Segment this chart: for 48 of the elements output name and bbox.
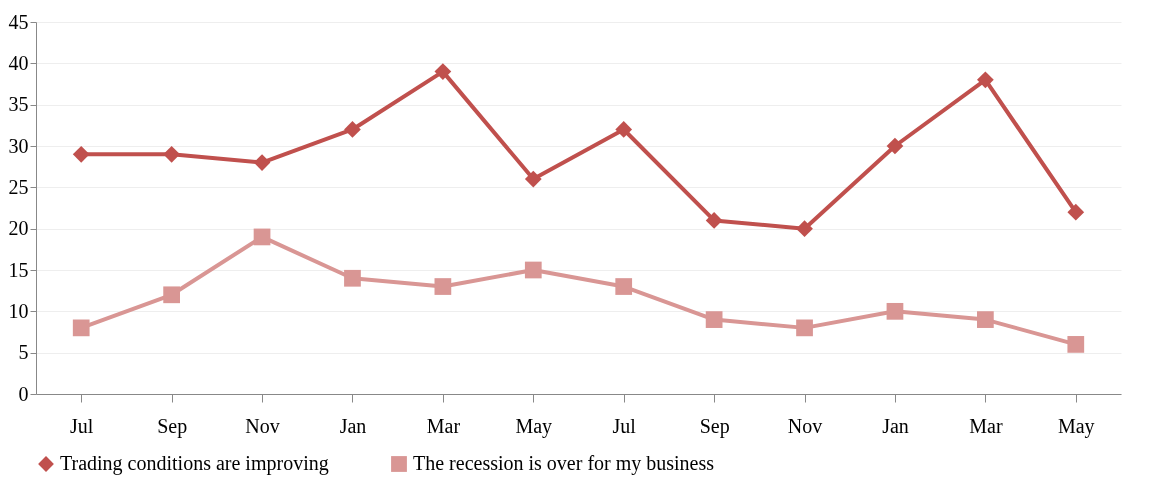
- y-tick-label: 25: [8, 175, 29, 198]
- point: [796, 220, 813, 238]
- y-tick-label: 45: [8, 10, 29, 33]
- point: [796, 319, 813, 337]
- y-tick-label: 5: [18, 341, 29, 364]
- x-tick-label: Jan: [339, 414, 367, 437]
- point: [977, 311, 994, 328]
- point: [344, 269, 361, 287]
- point: [524, 170, 542, 188]
- point: [524, 261, 542, 279]
- x-tick-label: Mar: [969, 414, 1003, 437]
- point: [705, 212, 723, 229]
- point: [886, 302, 904, 320]
- x-tick-label: Sep: [157, 414, 188, 438]
- y-tick-label: 0: [18, 382, 29, 405]
- x-tick-label: Nov: [245, 414, 280, 437]
- point: [615, 121, 633, 138]
- x-tick-label: Nov: [787, 414, 823, 437]
- legend-label: The recession is over for my business: [413, 452, 715, 475]
- x-tick-label: May: [1057, 414, 1095, 438]
- point: [163, 286, 180, 304]
- x-tick-label: Mar: [426, 414, 461, 437]
- point: [434, 278, 452, 295]
- y-tick-label: 10: [8, 299, 29, 322]
- y-tick-label: 15: [8, 258, 29, 281]
- y-tick-label: 20: [8, 217, 29, 240]
- point: [344, 121, 361, 138]
- point: [163, 145, 180, 163]
- point: [886, 137, 904, 155]
- y-tick-label: 40: [8, 51, 29, 74]
- point: [253, 154, 271, 171]
- point: [1067, 336, 1085, 353]
- point: [72, 145, 90, 163]
- point: [977, 71, 994, 89]
- point: [1067, 203, 1085, 221]
- point: [72, 319, 90, 337]
- x-tick-label: Sep: [699, 414, 730, 438]
- point: [253, 228, 271, 246]
- x-tick-label: Jan: [882, 414, 909, 437]
- y-tick-label: 35: [8, 93, 29, 116]
- legend-label: Trading conditions are improving: [60, 452, 329, 475]
- x-tick-label: May: [515, 414, 553, 438]
- point: [434, 63, 452, 80]
- y-tick-label: 30: [8, 134, 29, 157]
- point: [705, 311, 723, 328]
- x-tick-label: Jul: [612, 414, 637, 437]
- x-tick-label: Jul: [70, 414, 94, 437]
- point: [615, 278, 633, 295]
